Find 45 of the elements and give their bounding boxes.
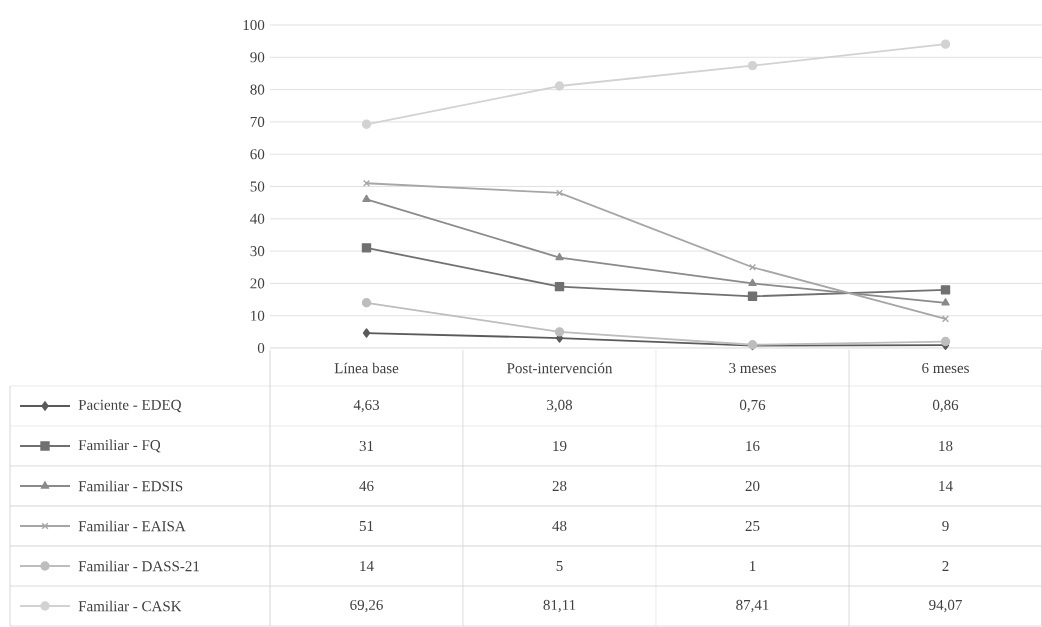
data-label: 0,86 xyxy=(932,399,959,413)
data-label: 9 xyxy=(942,520,949,532)
data-label: 0,76 xyxy=(739,399,766,413)
data-label: 81,11 xyxy=(543,599,576,613)
y-tick-label: 100 xyxy=(243,19,265,31)
x-tick-label: Post-intervención xyxy=(507,362,613,374)
data-label: 25 xyxy=(745,520,760,532)
y-tick-label: 30 xyxy=(250,246,265,257)
data-label: 16 xyxy=(746,440,760,452)
legend-label: Familiar - CASK xyxy=(78,600,182,612)
y-tick-label: 50 xyxy=(250,181,265,192)
data-label: 3,08 xyxy=(547,399,573,413)
y-tick-label: 40 xyxy=(250,213,265,224)
data-label: 19 xyxy=(553,440,567,452)
data-label: 48 xyxy=(552,520,567,532)
data-label: 28 xyxy=(552,480,567,492)
data-label: 87,41 xyxy=(736,599,769,613)
legend-label: Familiar - DASS-21 xyxy=(78,560,199,572)
x-tick-label: Línea base xyxy=(334,362,399,374)
legend-label: Familiar - EDSIS xyxy=(78,480,183,492)
data-label: 14 xyxy=(939,481,953,491)
data-label: 94,07 xyxy=(929,599,962,613)
data-label: 1 xyxy=(750,561,756,571)
x-tick-label: 3 meses xyxy=(729,362,776,374)
legend-label: Familiar - FQ xyxy=(78,439,161,453)
y-tick-label: 60 xyxy=(250,149,265,160)
x-tick-label: 6 meses xyxy=(922,362,969,374)
y-tick-label: 80 xyxy=(250,84,265,95)
data-label: 46 xyxy=(359,480,374,492)
data-label: 18 xyxy=(939,440,953,452)
data-label: 14 xyxy=(360,561,374,571)
data-label: 4,63 xyxy=(353,399,380,413)
data-label: 2 xyxy=(942,561,949,571)
y-tick-label: 90 xyxy=(250,52,265,63)
y-tick-label: 10 xyxy=(251,310,265,321)
data-label: 5 xyxy=(556,561,563,571)
y-tick-label: 20 xyxy=(250,278,265,289)
legend-label: Paciente - EDEQ xyxy=(78,399,182,413)
data-label: 20 xyxy=(745,480,760,492)
data-label: 31 xyxy=(359,440,374,452)
legend-label: Familiar - EAISA xyxy=(78,520,186,532)
data-label: 51 xyxy=(359,520,374,532)
data-label: 69,26 xyxy=(350,599,383,613)
y-tick-label: 0 xyxy=(257,342,265,354)
y-tick-label: 70 xyxy=(250,116,265,127)
